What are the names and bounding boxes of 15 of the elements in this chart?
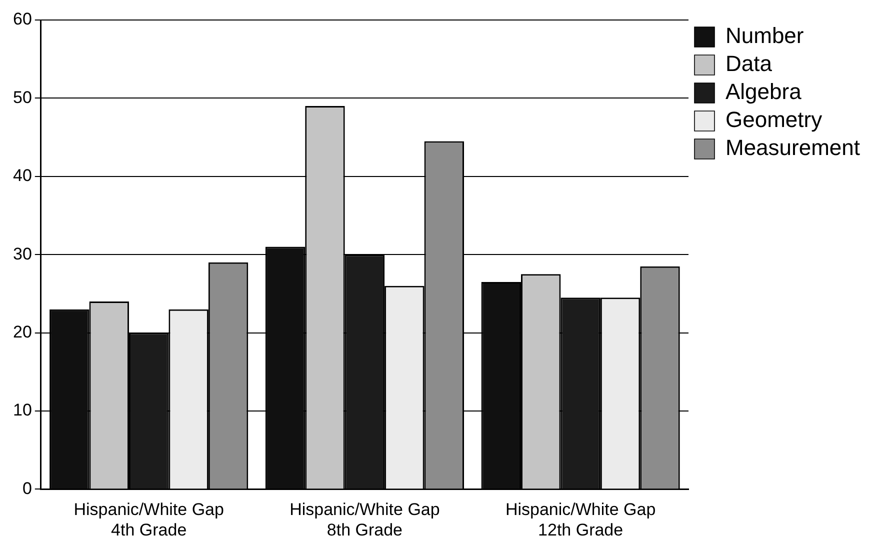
y-tick-label: 10 xyxy=(12,400,32,420)
legend-label: Algebra xyxy=(725,79,802,104)
y-tick-label: 60 xyxy=(12,10,32,29)
y-tick-label: 30 xyxy=(12,244,32,264)
legend-label: Geometry xyxy=(725,107,822,132)
y-tick-label: 40 xyxy=(12,166,32,186)
x-tick-label: Hispanic/White Gap 4th Grade xyxy=(74,500,224,540)
x-tick-label: Hispanic/White Gap 8th Grade xyxy=(290,500,440,540)
legend-label: Measurement xyxy=(725,135,860,160)
y-tick-label: 20 xyxy=(12,322,32,342)
legend-label: Data xyxy=(725,51,773,76)
x-tick-label: Hispanic/White Gap 12th Grade xyxy=(505,500,656,540)
legend-label: Number xyxy=(725,23,804,48)
y-tick-label: 50 xyxy=(12,88,32,107)
y-tick-label: 0 xyxy=(22,478,32,498)
